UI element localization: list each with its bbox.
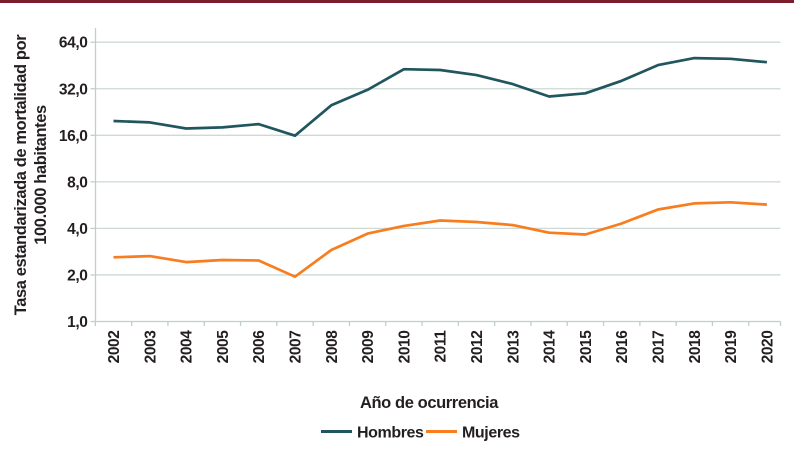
x-tick-label: 2015 [578,330,595,364]
axes [90,28,782,326]
x-tick-label: 2014 [542,330,559,364]
x-tick-label: 2013 [505,330,522,364]
y-tick-label: 2,0 [67,267,87,284]
x-tick-label: 2004 [179,330,196,364]
x-tick-label: 2006 [251,330,268,364]
legend-label-mujeres: Mujeres [462,425,520,442]
y-tick-label: 32,0 [59,81,88,98]
x-tick-label: 2017 [651,331,668,364]
x-tick-labels: 2002 2003 2004 2005 2006 2007 2008 2009 2010 2011… [106,330,776,364]
y-axis-title-line1: Tasa estandarizada de mortalidad por [12,34,30,316]
y-axis-title-line2: 100.000 habitantes [32,105,50,245]
x-tick-label: 2018 [687,330,704,364]
top-rule [0,0,794,3]
y-tick-label: 16,0 [59,128,88,145]
x-tick-label: 2003 [142,330,159,364]
x-tick-label: 2010 [396,331,413,364]
x-tick-label: 2009 [360,330,377,364]
x-tick-label: 2019 [723,330,740,364]
series-line-hombres [113,56,768,138]
x-tick-label: 2002 [106,331,123,364]
y-tick-label: 4,0 [67,221,87,238]
y-tick-labels: 64,0 32,0 16,0 8,0 4,0 2,0 1,0 [59,35,88,331]
x-tick-label: 2007 [288,331,305,364]
y-tick-label: 64,0 [59,35,88,52]
y-tick-label: 1,0 [67,314,87,331]
x-tick-label: 2008 [324,330,341,364]
x-tick-label: 2012 [469,331,486,364]
x-tick-label: 2020 [759,331,776,364]
x-tick-label: 2016 [614,330,631,364]
x-tick-label: 2011 [433,330,450,363]
legend-label-hombres: Hombres [357,425,424,442]
series-lines [113,56,768,279]
series-line-mujeres [113,200,767,279]
x-tick-label: 2005 [215,330,232,364]
y-tick-label: 8,0 [67,174,87,191]
legend: Hombres Mujeres [321,425,521,442]
x-axis-title: Año de ocurrencia [360,394,499,412]
gridlines [95,41,781,276]
